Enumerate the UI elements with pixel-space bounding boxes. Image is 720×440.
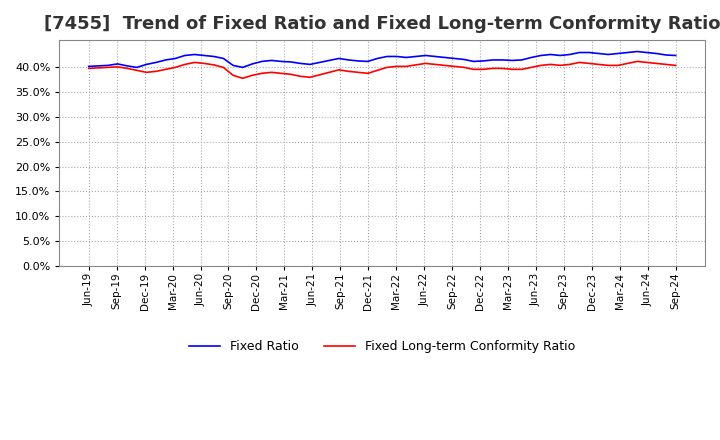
Fixed Long-term Conformity Ratio bbox=[238, 76, 247, 81]
Fixed Ratio bbox=[248, 61, 256, 66]
Fixed Ratio bbox=[671, 53, 680, 58]
Line: Fixed Ratio: Fixed Ratio bbox=[89, 51, 675, 67]
Legend: Fixed Ratio, Fixed Long-term Conformity Ratio: Fixed Ratio, Fixed Long-term Conformity … bbox=[184, 335, 580, 358]
Fixed Long-term Conformity Ratio bbox=[132, 68, 141, 73]
Fixed Long-term Conformity Ratio bbox=[671, 63, 680, 68]
Fixed Long-term Conformity Ratio bbox=[84, 66, 93, 71]
Fixed Long-term Conformity Ratio bbox=[248, 73, 256, 78]
Title: [7455]  Trend of Fixed Ratio and Fixed Long-term Conformity Ratio: [7455] Trend of Fixed Ratio and Fixed Lo… bbox=[44, 15, 720, 33]
Fixed Long-term Conformity Ratio bbox=[604, 63, 613, 68]
Fixed Ratio bbox=[210, 54, 218, 59]
Fixed Ratio bbox=[383, 54, 392, 59]
Fixed Ratio bbox=[132, 65, 141, 70]
Fixed Long-term Conformity Ratio bbox=[200, 61, 209, 66]
Fixed Ratio bbox=[633, 49, 642, 54]
Fixed Ratio bbox=[450, 56, 459, 61]
Line: Fixed Long-term Conformity Ratio: Fixed Long-term Conformity Ratio bbox=[89, 62, 675, 78]
Fixed Long-term Conformity Ratio bbox=[383, 65, 392, 70]
Fixed Long-term Conformity Ratio bbox=[450, 64, 459, 69]
Fixed Ratio bbox=[142, 62, 150, 67]
Fixed Long-term Conformity Ratio bbox=[633, 59, 642, 64]
Fixed Ratio bbox=[84, 64, 93, 69]
Fixed Ratio bbox=[604, 52, 613, 57]
